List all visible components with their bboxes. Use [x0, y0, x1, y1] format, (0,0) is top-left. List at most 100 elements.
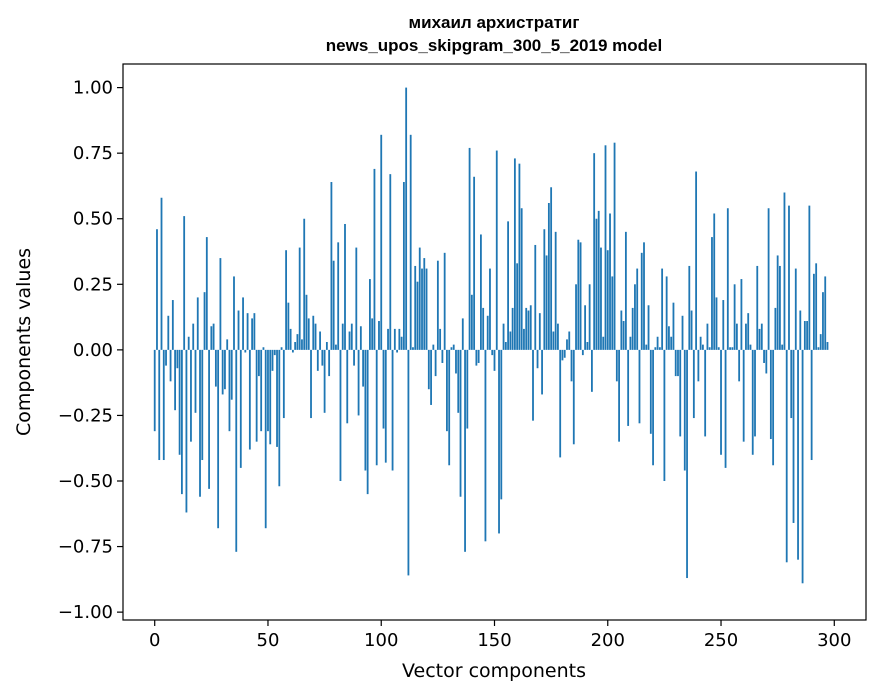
bar — [493, 349, 496, 371]
bar — [769, 349, 772, 440]
bar — [566, 339, 568, 350]
bar — [176, 349, 179, 369]
bar — [575, 284, 577, 350]
bar — [751, 349, 754, 455]
bar — [733, 284, 736, 350]
bar — [547, 203, 550, 350]
bar — [756, 265, 759, 350]
bar — [779, 265, 781, 350]
bar — [190, 349, 192, 442]
bar — [595, 218, 598, 350]
x-tick-label: 150 — [477, 630, 511, 651]
bar — [819, 334, 822, 350]
bar — [509, 331, 512, 350]
bar — [165, 349, 167, 366]
bar — [661, 268, 664, 350]
bar — [760, 323, 763, 350]
bar — [276, 349, 278, 447]
bar — [692, 349, 695, 419]
bar — [613, 142, 616, 350]
bar — [357, 349, 360, 416]
bar — [235, 349, 238, 552]
bar — [518, 163, 521, 350]
bar — [344, 223, 346, 350]
x-tick-label: 100 — [364, 630, 398, 651]
bar — [677, 349, 679, 377]
bar — [618, 349, 620, 442]
bar — [577, 239, 580, 350]
bar — [212, 323, 215, 350]
bar — [443, 252, 446, 350]
bar — [824, 276, 827, 350]
bar — [380, 134, 383, 350]
bar — [475, 349, 478, 366]
bar — [246, 313, 249, 350]
bar — [217, 349, 220, 529]
bar — [160, 197, 163, 350]
bar — [747, 313, 750, 350]
bar — [366, 349, 369, 495]
bar — [407, 349, 410, 576]
bar — [301, 339, 303, 350]
bar — [624, 231, 627, 350]
bar — [600, 247, 602, 350]
bar — [341, 323, 344, 350]
bar — [271, 349, 274, 371]
bar — [611, 276, 614, 350]
bar — [264, 349, 267, 529]
bar — [208, 349, 210, 489]
bar — [348, 331, 351, 350]
bar — [162, 349, 165, 461]
bar — [670, 336, 673, 350]
bar — [239, 349, 242, 468]
bar — [797, 349, 799, 560]
bar — [763, 349, 765, 363]
bar — [697, 349, 700, 382]
bar — [708, 347, 711, 350]
bar — [221, 349, 224, 395]
bar — [260, 349, 263, 432]
bar — [323, 349, 326, 413]
bar — [468, 147, 471, 350]
bar — [171, 300, 174, 350]
bar — [638, 349, 641, 424]
bar — [373, 168, 376, 350]
x-tick-label: 50 — [257, 630, 280, 651]
bar — [457, 349, 460, 413]
bar — [781, 344, 784, 350]
bar — [794, 268, 797, 350]
bar — [810, 349, 813, 461]
bar — [812, 273, 815, 350]
bar — [620, 310, 623, 350]
bar — [337, 242, 340, 350]
bar — [706, 323, 709, 350]
bar — [591, 349, 593, 392]
bar — [627, 349, 630, 426]
bar — [464, 349, 466, 552]
bar — [153, 349, 156, 432]
bar — [353, 349, 355, 366]
bar — [615, 349, 618, 382]
bar — [516, 263, 519, 350]
bar — [668, 326, 670, 350]
bar — [391, 349, 394, 471]
bar — [724, 349, 727, 468]
bar — [808, 205, 811, 350]
bar — [414, 265, 417, 350]
bar — [237, 310, 240, 350]
bar — [470, 294, 473, 350]
bar — [280, 347, 283, 350]
bar — [788, 205, 790, 350]
bar — [430, 349, 432, 405]
bar — [534, 244, 537, 350]
bar — [436, 260, 439, 350]
bar — [421, 268, 423, 350]
bar — [416, 281, 419, 350]
bar — [375, 349, 378, 466]
bar — [550, 187, 553, 350]
bar — [502, 323, 505, 350]
bar — [369, 279, 371, 350]
bar — [455, 349, 457, 374]
y-axis-label: Components values — [13, 248, 35, 436]
bar — [269, 349, 272, 445]
